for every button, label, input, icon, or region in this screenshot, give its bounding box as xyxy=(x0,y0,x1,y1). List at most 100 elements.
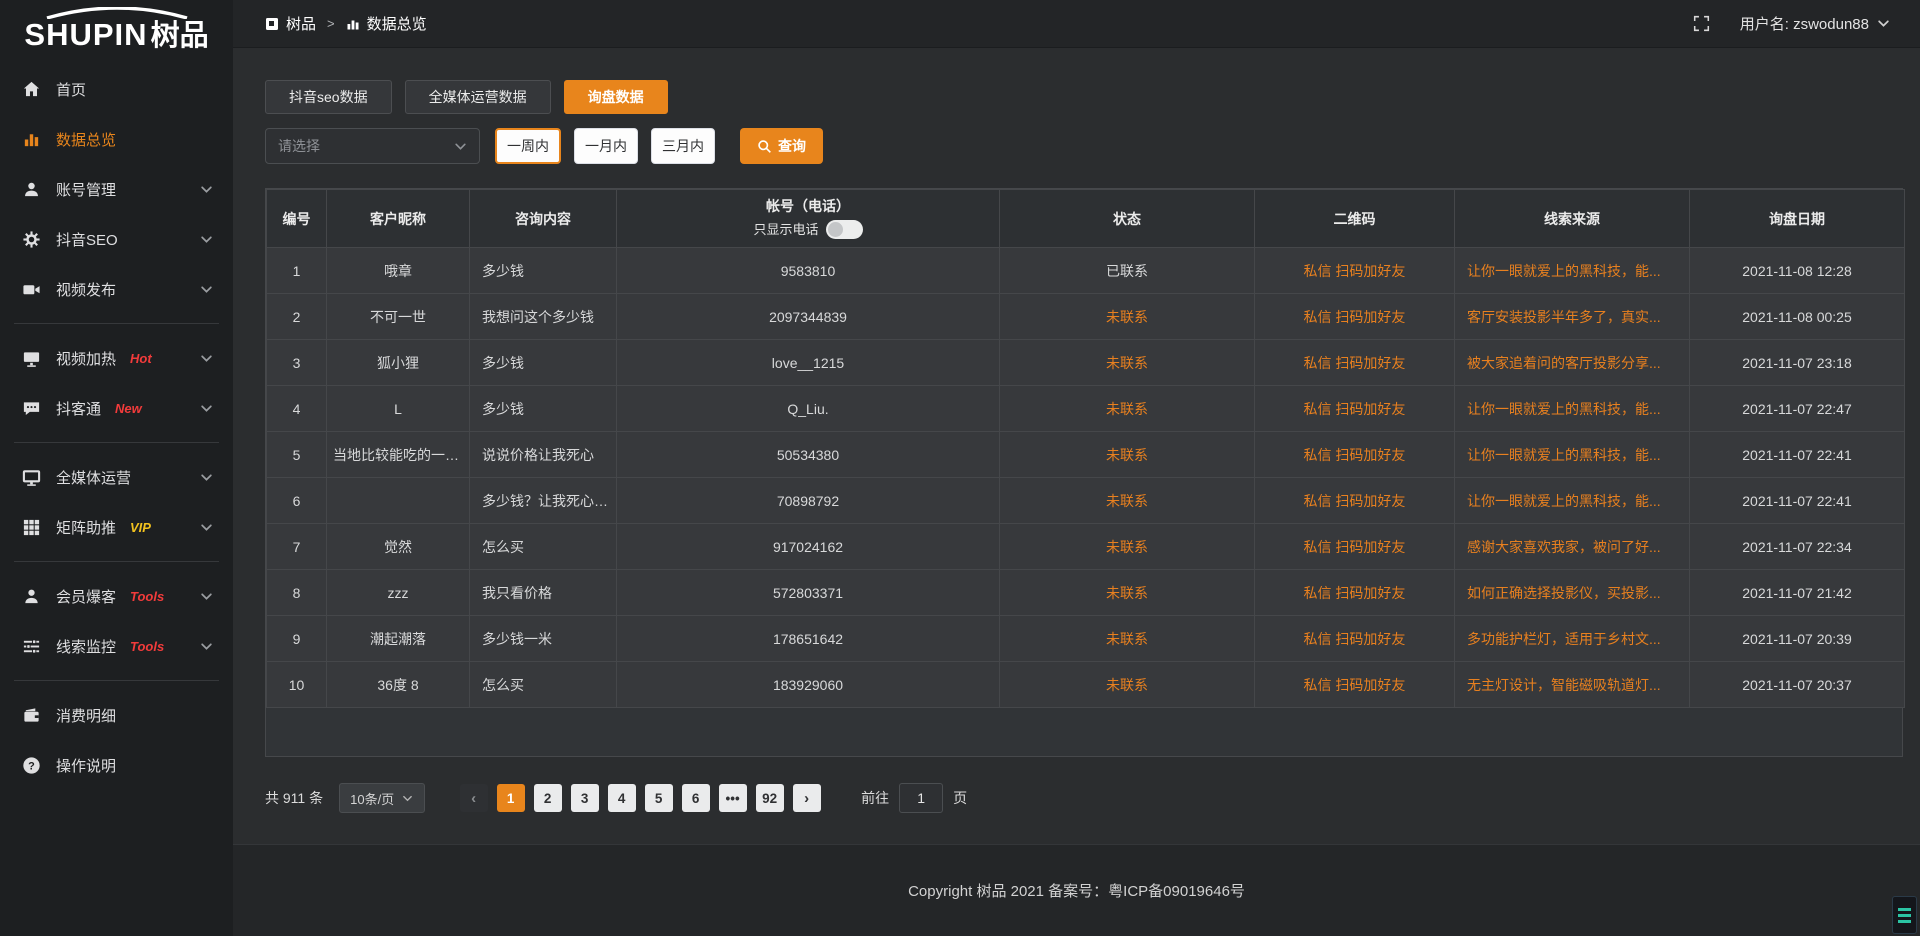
bar-chart-icon xyxy=(22,130,41,149)
source-link[interactable]: 无主灯设计，智能磁吸轨道灯... xyxy=(1454,661,1690,708)
filter-bar: 请选择 一周内 一月内 三月内 查询 xyxy=(265,128,1903,164)
page-button-3[interactable]: 3 xyxy=(570,784,599,812)
source-link[interactable]: 多功能护栏灯，适用于乡村文... xyxy=(1454,615,1690,662)
qrcode-link[interactable]: 私信 扫码加好友 xyxy=(1254,339,1455,386)
sidebar-item-douketong[interactable]: 抖客通 New xyxy=(0,383,233,433)
page-size-value: 10条/页 xyxy=(350,791,395,807)
chevron-down-icon xyxy=(200,590,213,603)
qrcode-link[interactable]: 私信 扫码加好友 xyxy=(1254,293,1455,340)
sidebar-item-operation-guide[interactable]: ? 操作说明 xyxy=(0,740,233,790)
sidebar-item-account-manage[interactable]: 账号管理 xyxy=(0,164,233,214)
cell-nickname: 当地比较能吃的一位美女 xyxy=(326,431,470,478)
qrcode-link[interactable]: 私信 扫码加好友 xyxy=(1254,523,1455,570)
status-badge: 未联系 xyxy=(999,523,1255,570)
cell-nickname: 觉然 xyxy=(326,523,470,570)
qrcode-link[interactable]: 私信 扫码加好友 xyxy=(1254,569,1455,616)
source-link[interactable]: 让你一眼就爱上的黑科技，能... xyxy=(1454,247,1690,294)
svg-text:?: ? xyxy=(28,760,35,772)
table-row: 4 L 多少钱 Q_Liu. 未联系 私信 扫码加好友 让你一眼就爱上的黑科技，能... 20… xyxy=(266,385,1905,432)
home-icon xyxy=(22,80,41,99)
source-link[interactable]: 如何正确选择投影仪，买投影... xyxy=(1454,569,1690,616)
video-camera-icon xyxy=(22,280,41,299)
chevron-down-icon xyxy=(200,402,213,415)
column-header-id: 编号 xyxy=(266,189,327,248)
fullscreen-icon[interactable] xyxy=(1693,15,1710,32)
cell-id: 9 xyxy=(266,615,327,662)
page-button-6[interactable]: 6 xyxy=(681,784,710,812)
cell-content: 怎么买 xyxy=(469,523,617,570)
source-link[interactable]: 客厅安装投影半年多了，真实... xyxy=(1454,293,1690,340)
source-link[interactable]: 让你一眼就爱上的黑科技，能... xyxy=(1454,431,1690,478)
chevron-down-icon xyxy=(200,283,213,296)
qrcode-link[interactable]: 私信 扫码加好友 xyxy=(1254,431,1455,478)
cell-id: 1 xyxy=(266,247,327,294)
sidebar-item-badge: Tools xyxy=(130,588,165,604)
table-row: 6 多少钱？让我死心 看 70898792 未联系 私信 扫码加好友 让你一眼就爱上的黑科… xyxy=(266,477,1905,524)
range-button-one-month[interactable]: 一月内 xyxy=(574,128,638,164)
cell-account: 70898792 xyxy=(616,477,1000,524)
monitor-icon xyxy=(22,349,41,368)
cell-content: 我想问这个多少钱 xyxy=(469,293,617,340)
prev-page-button[interactable]: ‹ xyxy=(459,784,488,812)
range-button-three-months[interactable]: 三月内 xyxy=(651,128,715,164)
service-widget[interactable] xyxy=(1892,896,1917,934)
source-link[interactable]: 让你一眼就爱上的黑科技，能... xyxy=(1454,385,1690,432)
sidebar-item-data-overview[interactable]: 数据总览 xyxy=(0,114,233,164)
sidebar-item-badge: Hot xyxy=(130,350,152,366)
goto-page-input[interactable] xyxy=(899,783,944,813)
page-size-select[interactable]: 10条/页 xyxy=(339,783,426,813)
column-header-account-label: 帐号（电话） xyxy=(766,198,850,215)
column-header-source: 线索来源 xyxy=(1454,189,1690,248)
tab-inquiry-data[interactable]: 询盘数据 xyxy=(563,80,668,114)
qrcode-link[interactable]: 私信 扫码加好友 xyxy=(1254,477,1455,524)
sidebar-item-video-publish[interactable]: 视频发布 xyxy=(0,264,233,314)
page-button-4[interactable]: 4 xyxy=(607,784,636,812)
sidebar-item-home[interactable]: 首页 xyxy=(0,64,233,114)
tab-douyin-seo-data[interactable]: 抖音seo数据 xyxy=(265,80,392,114)
next-page-button[interactable]: › xyxy=(792,784,821,812)
page-button-92[interactable]: 92 xyxy=(755,784,784,812)
qrcode-link[interactable]: 私信 扫码加好友 xyxy=(1254,385,1455,432)
cell-account: 572803371 xyxy=(616,569,1000,616)
sidebar-item-matrix-boost[interactable]: 矩阵助推 VIP xyxy=(0,502,233,552)
status-badge: 未联系 xyxy=(999,431,1255,478)
filter-select-value: 请选择 xyxy=(278,138,320,154)
page-button-5[interactable]: 5 xyxy=(644,784,673,812)
copyright-text: Copyright 树品 2021 备案号：粤ICP备09019646号 xyxy=(908,883,1245,900)
sidebar-item-media-operation[interactable]: 全媒体运营 xyxy=(0,452,233,502)
column-header-qrcode: 二维码 xyxy=(1254,189,1455,248)
breadcrumb-separator: > xyxy=(327,16,335,31)
sidebar-item-consume-detail[interactable]: 消费明细 xyxy=(0,690,233,740)
cell-account: 2097344839 xyxy=(616,293,1000,340)
breadcrumb-root[interactable]: 树品 xyxy=(286,16,317,33)
page-ellipsis[interactable]: ••• xyxy=(718,784,747,812)
gear-icon xyxy=(22,230,41,249)
sidebar-item-clue-monitor[interactable]: 线索监控 Tools xyxy=(0,621,233,671)
filter-select[interactable]: 请选择 xyxy=(265,128,480,164)
sidebar-menu: 首页 数据总览 账号管理 抖音SEO 视频发布视频加热 Hot 抖客通 New 全媒体运营 矩阵助… xyxy=(0,64,233,936)
phone-only-toggle[interactable] xyxy=(825,219,863,239)
table-row: 5当地比较能吃的一位美女说说价格让我死心50534380未联系私信 扫码加好友让… xyxy=(266,431,1905,478)
sidebar-item-douyin-seo[interactable]: 抖音SEO xyxy=(0,214,233,264)
source-link[interactable]: 被大家追着问的客厅投影分享... xyxy=(1454,339,1690,386)
range-button-one-week[interactable]: 一周内 xyxy=(495,128,561,164)
qrcode-link[interactable]: 私信 扫码加好友 xyxy=(1254,247,1455,294)
page-button-2[interactable]: 2 xyxy=(533,784,562,812)
cell-content: 多少钱一米 xyxy=(469,615,617,662)
cell-account: love__1215 xyxy=(616,339,1000,386)
table-row: 10 36度 8 怎么买 183929060 未联系 私信 扫码加好友 无主灯设计，智能磁吸… xyxy=(266,661,1905,708)
cell-id: 5 xyxy=(266,431,327,478)
tab-media-operation-data[interactable]: 全媒体运营数据 xyxy=(404,80,551,114)
sidebar-item-member-baoke[interactable]: 会员爆客 Tools xyxy=(0,571,233,621)
sidebar-item-label: 消费明细 xyxy=(56,707,117,725)
chevron-down-icon[interactable] xyxy=(1877,17,1890,30)
search-button[interactable]: 查询 xyxy=(740,128,823,164)
source-link[interactable]: 让你一眼就爱上的黑科技，能... xyxy=(1454,477,1690,524)
qrcode-link[interactable]: 私信 扫码加好友 xyxy=(1254,661,1455,708)
source-link[interactable]: 感谢大家喜欢我家，被问了好... xyxy=(1454,523,1690,570)
page-button-1[interactable]: 1 xyxy=(496,784,525,812)
sidebar-item-video-heat[interactable]: 视频加热 Hot xyxy=(0,333,233,383)
username[interactable]: 用户名: zswodun88 xyxy=(1739,16,1869,33)
cell-date: 2021-11-07 21:42 xyxy=(1689,569,1905,616)
qrcode-link[interactable]: 私信 扫码加好友 xyxy=(1254,615,1455,662)
